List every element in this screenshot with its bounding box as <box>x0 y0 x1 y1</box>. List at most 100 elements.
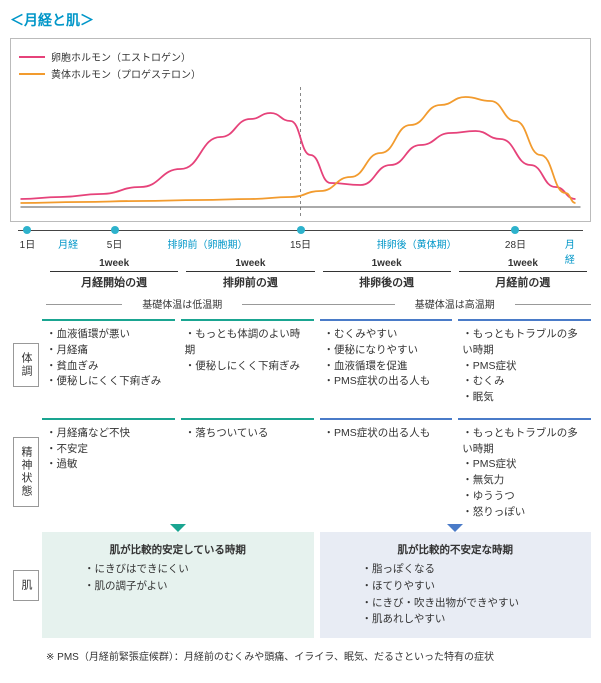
legend-label: 黄体ホルモン（プロゲステロン） <box>51 66 201 81</box>
item-list: 月経痛など不快不安定過敏 <box>46 426 171 473</box>
list-item: 無気力 <box>462 473 587 489</box>
week-headers: 1week月経開始の週1week排卵前の週1week排卵後の週1week月経前の… <box>46 258 591 290</box>
week-tag: 1week <box>186 258 314 272</box>
legend-item: 卵胞ホルモン（エストロゲン） <box>19 49 582 64</box>
item-list: もっとも体調のよい時期便秘しにくく下痢ぎみ <box>185 327 310 374</box>
week-column: 1week排卵前の週 <box>182 258 318 290</box>
item-list: 落ちついている <box>185 426 310 442</box>
item-list: もっともトラブルの多い時期PMS症状むくみ眠気 <box>462 327 587 406</box>
legend-swatch <box>19 73 45 75</box>
list-item: 便秘しにくく下痢ぎみ <box>46 374 171 390</box>
row-label: 肌 <box>10 532 42 638</box>
page-title: ＜月経と肌＞ <box>10 10 591 30</box>
content-cell: 血液循環が悪い月経痛貧血ぎみ便秘しにくく下痢ぎみ <box>42 319 175 412</box>
list-item: PMS症状 <box>462 457 587 473</box>
triangle-icon <box>170 524 186 532</box>
content-cell: もっともトラブルの多い時期PMS症状むくみ眠気 <box>458 319 591 412</box>
list-item: ・にきびはできにくい <box>84 561 306 578</box>
axis-phase-label: 月経 <box>58 236 78 251</box>
list-item: ・肌の調子がよい <box>84 578 306 595</box>
content-row: 体調血液循環が悪い月経痛貧血ぎみ便秘しにくく下痢ぎみもっとも体調のよい時期便秘し… <box>10 319 591 412</box>
list-item: 血液循環が悪い <box>46 327 171 343</box>
temp-label: 基礎体温は高温期 <box>319 296 592 311</box>
list-item: 眠気 <box>462 390 587 406</box>
legend-item: 黄体ホルモン（プロゲステロン） <box>19 66 582 81</box>
skin-box: 肌が比較的安定している時期・にきびはできにくい・肌の調子がよい <box>42 532 314 638</box>
list-item: ・にきび・吹き出物ができやすい <box>362 595 584 612</box>
axis-tick <box>23 226 31 234</box>
list-item: 月経痛 <box>46 343 171 359</box>
week-column: 1week月経開始の週 <box>46 258 182 290</box>
skin-section: 肌 肌が比較的安定している時期・にきびはできにくい・肌の調子がよい肌が比較的不安… <box>10 532 591 638</box>
list-item: PMS症状の出る人も <box>324 374 449 390</box>
row-label: 精神状態 <box>10 418 42 527</box>
temp-label: 基礎体温は低温期 <box>46 296 319 311</box>
row-cells: 月経痛など不快不安定過敏落ちついている PMS症状の出る人ももっともトラブルの多い… <box>42 418 591 527</box>
list-item: PMS症状の出る人も <box>324 426 449 442</box>
item-list: もっともトラブルの多い時期PMS症状無気力ゆううつ怒りっぽい <box>462 426 587 521</box>
content-cell: PMS症状の出る人も <box>320 418 453 527</box>
week-column: 1week排卵後の週 <box>319 258 455 290</box>
skin-header: 肌が比較的安定している時期 <box>50 542 306 559</box>
axis-phase-label: 月経 <box>565 236 582 266</box>
axis-tick <box>297 226 305 234</box>
timeline-axis: 1日5日15日28日月経排卵前（卵胞期）排卵後（黄体期）月経 <box>10 226 591 250</box>
list-item: もっともトラブルの多い時期 <box>462 426 587 458</box>
week-title: 排卵後の週 <box>319 272 455 290</box>
row-cells: 血液循環が悪い月経痛貧血ぎみ便秘しにくく下痢ぎみもっとも体調のよい時期便秘しにく… <box>42 319 591 412</box>
temperature-row: 基礎体温は低温期 基礎体温は高温期 <box>46 296 591 311</box>
list-item: PMS症状 <box>462 359 587 375</box>
item-list: 血液循環が悪い月経痛貧血ぎみ便秘しにくく下痢ぎみ <box>46 327 171 390</box>
row-label: 体調 <box>10 319 42 412</box>
list-item: ゆううつ <box>462 489 587 505</box>
list-item: むくみやすい <box>324 327 449 343</box>
axis-day-label: 5日 <box>107 236 123 251</box>
content-cell: むくみやすい便秘になりやすい血液循環を促進PMS症状の出る人も <box>320 319 453 412</box>
list-item: ・ほてりやすい <box>362 578 584 595</box>
item-list: むくみやすい便秘になりやすい血液循環を促進PMS症状の出る人も <box>324 327 449 390</box>
row-label-text: 精神状態 <box>13 437 39 507</box>
list-item: 過敏 <box>46 457 171 473</box>
list-item: もっとも体調のよい時期 <box>185 327 310 359</box>
skin-header: 肌が比較的不安定な時期 <box>328 542 584 559</box>
axis-day-label: 28日 <box>505 236 526 251</box>
triangle-icon <box>447 524 463 532</box>
list-item: ・肌あれしやすい <box>362 611 584 628</box>
week-tag: 1week <box>50 258 178 272</box>
item-list: ・脂っぽくなる・ほてりやすい・にきび・吹き出物ができやすい・肌あれしやすい <box>362 561 584 628</box>
content-cell: もっとも体調のよい時期便秘しにくく下痢ぎみ <box>181 319 314 412</box>
axis-day-label: 1日 <box>20 236 36 251</box>
legend-label: 卵胞ホルモン（エストロゲン） <box>51 49 191 64</box>
row-label-text: 体調 <box>13 343 39 387</box>
row-label-text: 肌 <box>13 570 39 601</box>
axis-day-label: 15日 <box>290 236 311 251</box>
content-cell: 落ちついている <box>181 418 314 527</box>
item-list: ・にきびはできにくい・肌の調子がよい <box>84 561 306 595</box>
list-item: 怒りっぽい <box>462 505 587 521</box>
list-item: 月経痛など不快 <box>46 426 171 442</box>
week-title: 月経開始の週 <box>46 272 182 290</box>
chart-legend: 卵胞ホルモン（エストロゲン） 黄体ホルモン（プロゲステロン） <box>19 49 582 81</box>
list-item: もっともトラブルの多い時期 <box>462 327 587 359</box>
skin-box: 肌が比較的不安定な時期・脂っぽくなる・ほてりやすい・にきび・吹き出物ができやすい… <box>320 532 592 638</box>
list-item: 貧血ぎみ <box>46 359 171 375</box>
content-cell: もっともトラブルの多い時期PMS症状無気力ゆううつ怒りっぽい <box>458 418 591 527</box>
content-row: 精神状態月経痛など不快不安定過敏落ちついている PMS症状の出る人ももっともトラブ… <box>10 418 591 527</box>
list-item: 血液循環を促進 <box>324 359 449 375</box>
list-item: むくみ <box>462 374 587 390</box>
axis-tick <box>511 226 519 234</box>
axis-phase-label: 排卵後（黄体期） <box>377 236 457 251</box>
list-item: ・脂っぽくなる <box>362 561 584 578</box>
axis-tick <box>111 226 119 234</box>
list-item: 落ちついている <box>185 426 310 442</box>
footnote: ※ PMS（月経前緊張症候群）：月経前のむくみや頭痛、イライラ、眠気、だるさとい… <box>46 648 591 663</box>
hormone-chart: 卵胞ホルモン（エストロゲン） 黄体ホルモン（プロゲステロン） <box>10 38 591 222</box>
week-title: 排卵前の週 <box>182 272 318 290</box>
item-list: PMS症状の出る人も <box>324 426 449 442</box>
content-cell: 月経痛など不快不安定過敏 <box>42 418 175 527</box>
week-title: 月経前の週 <box>455 272 591 290</box>
list-item: 便秘になりやすい <box>324 343 449 359</box>
axis-phase-label: 排卵前（卵胞期） <box>168 236 248 251</box>
list-item: 便秘しにくく下痢ぎみ <box>185 359 310 375</box>
week-tag: 1week <box>323 258 451 272</box>
